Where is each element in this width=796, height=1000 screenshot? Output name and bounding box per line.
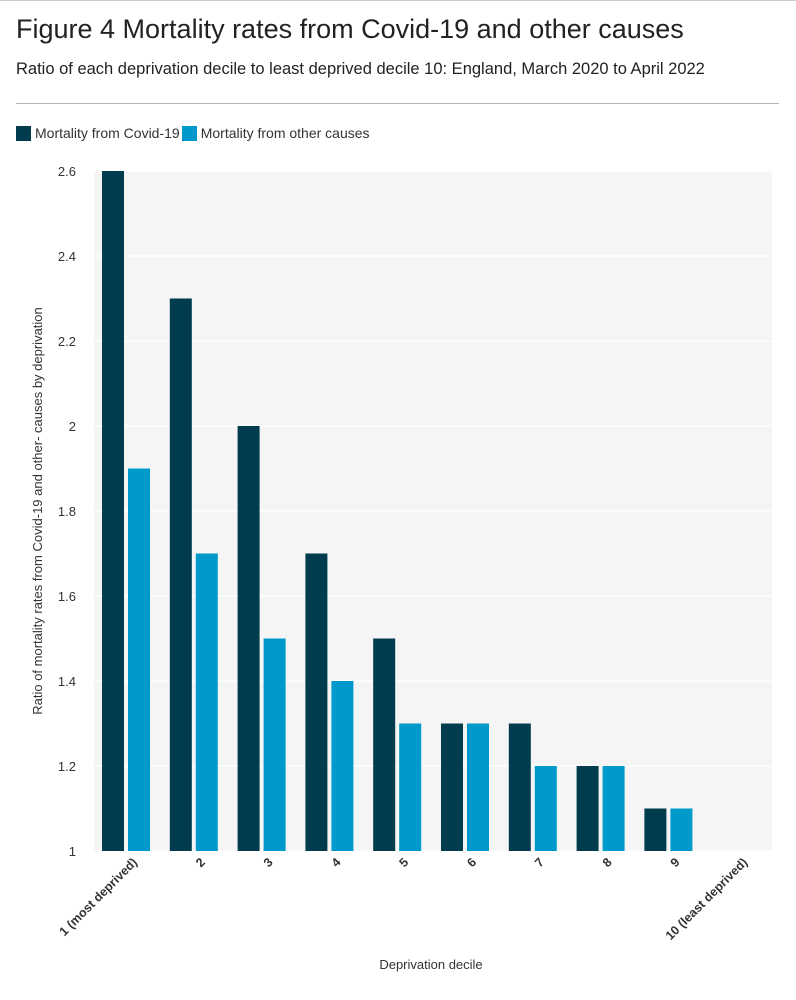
y-tick-label: 1.6 xyxy=(58,589,76,604)
y-tick-label: 1 xyxy=(69,844,76,859)
legend-item-other[interactable]: Mortality from other causes xyxy=(181,125,370,141)
bar-chart: 1 1.2 1.4 1.6 1.8 2 2.2 2.4 2.6 1 (most deprived)… xyxy=(30,164,772,972)
legend-item-covid[interactable]: Mortality from Covid-19 xyxy=(16,125,180,141)
bar-other xyxy=(263,638,286,851)
chart-subtitle: Ratio of each deprivation decile to leas… xyxy=(16,60,705,78)
bar-other xyxy=(670,808,693,851)
chart-title: Figure 4 Mortality rates from Covid-19 a… xyxy=(16,14,684,44)
y-tick-label: 1.8 xyxy=(58,504,76,519)
x-tick-label: 7 xyxy=(532,855,547,870)
bar-covid xyxy=(169,298,192,851)
bar-covid xyxy=(102,171,124,851)
y-axis-title: Ratio of mortality rates from Covid-19 a… xyxy=(30,307,45,715)
bar-other xyxy=(399,723,422,851)
legend-swatch-other xyxy=(181,125,197,141)
chart-legend: Mortality from Covid-19 Mortality from o… xyxy=(16,125,372,141)
bar-covid xyxy=(237,426,260,851)
y-tick-label: 2.2 xyxy=(58,334,76,349)
y-tick-label: 2 xyxy=(69,419,76,434)
bar-other xyxy=(602,766,625,851)
legend-label-other: Mortality from other causes xyxy=(200,125,370,141)
x-tick-label: 9 xyxy=(668,855,683,870)
bar-covid xyxy=(508,723,531,851)
y-tick-label: 2.6 xyxy=(58,164,76,179)
x-tick-label: 4 xyxy=(329,855,344,870)
y-tick-label: 2.4 xyxy=(58,249,76,264)
x-tick-label: 6 xyxy=(464,855,479,870)
bar-other xyxy=(195,553,218,851)
x-tick-label: 2 xyxy=(193,855,208,870)
bar-covid xyxy=(305,553,328,851)
bar-covid xyxy=(576,766,599,851)
bar-other xyxy=(331,681,354,851)
bar-covid xyxy=(644,808,667,851)
x-tick-label: 3 xyxy=(261,855,276,870)
bar-other xyxy=(534,766,557,851)
x-tick-label: 5 xyxy=(397,855,412,870)
top-rule xyxy=(0,0,796,1)
legend-swatch-covid xyxy=(16,125,31,141)
legend-label-covid: Mortality from Covid-19 xyxy=(35,125,180,141)
bar-covid xyxy=(441,723,463,851)
bar-other xyxy=(467,723,489,851)
y-tick-label: 1.2 xyxy=(58,759,76,774)
bar-other xyxy=(128,468,150,851)
header-divider xyxy=(16,103,779,104)
y-tick-label: 1.4 xyxy=(58,674,76,689)
bar-covid xyxy=(373,638,396,851)
x-tick-label: 1 (most deprived) xyxy=(57,855,141,939)
x-tick-label: 8 xyxy=(600,855,615,870)
x-axis-title: Deprivation decile xyxy=(379,957,482,972)
